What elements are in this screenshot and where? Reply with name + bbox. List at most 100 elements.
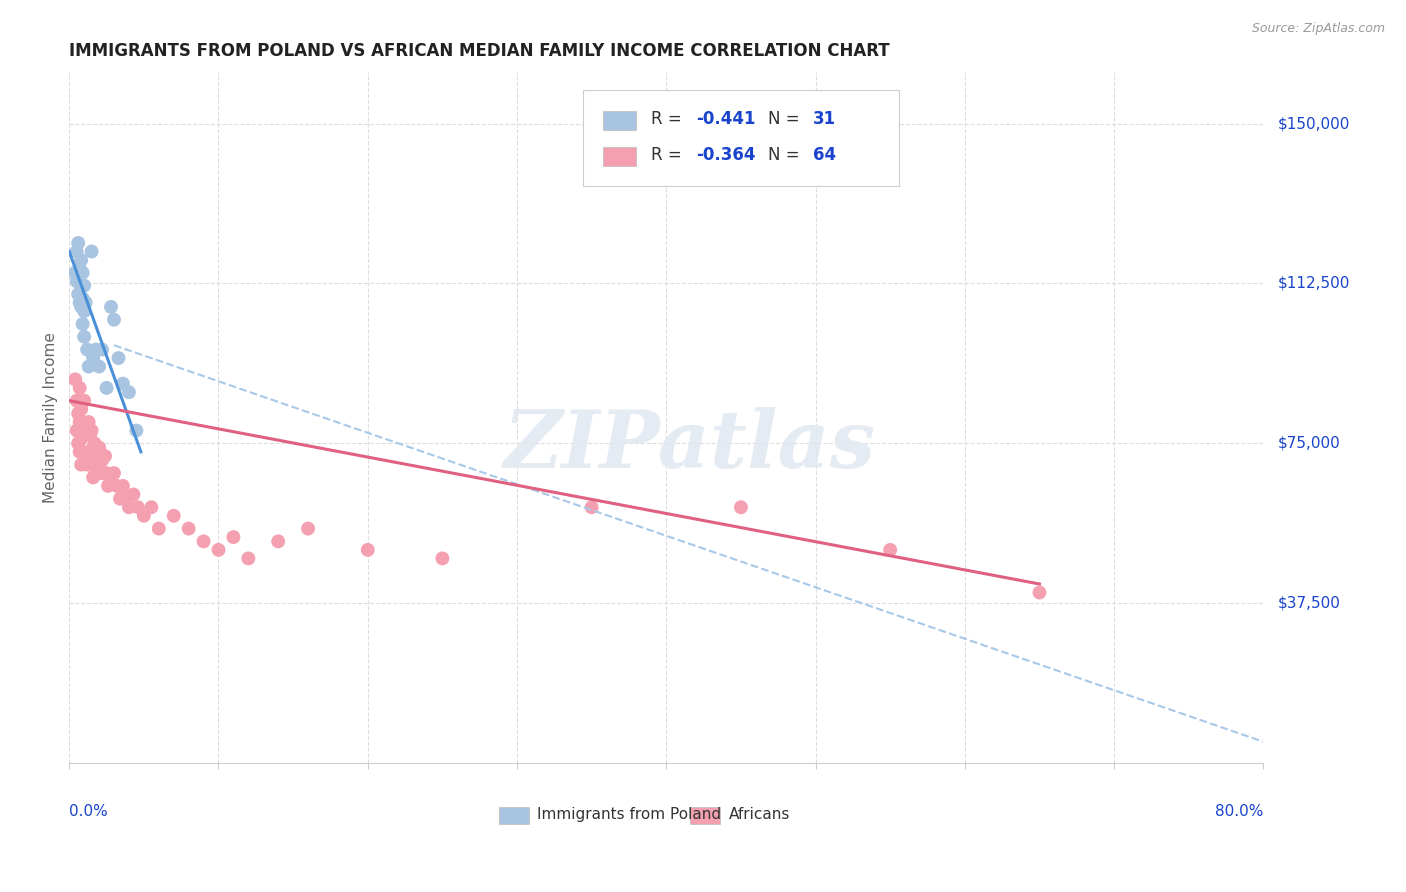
Point — [73, 427, 96, 442]
Point — [70, 402, 93, 417]
Text: Africans: Africans — [728, 807, 790, 822]
Point — [67, 436, 90, 450]
Point — [69, 381, 91, 395]
Point — [267, 534, 290, 549]
Point — [73, 393, 96, 408]
Text: 0.0%: 0.0% — [69, 805, 108, 820]
Point — [69, 415, 91, 429]
Point — [67, 235, 90, 250]
Text: 80.0%: 80.0% — [1215, 805, 1264, 820]
Text: -0.364: -0.364 — [696, 146, 755, 164]
Point — [66, 393, 89, 408]
Point — [111, 376, 134, 391]
Point — [73, 330, 96, 344]
Point — [177, 522, 200, 536]
Point — [82, 441, 104, 455]
Point — [75, 449, 97, 463]
Point — [70, 252, 93, 267]
Point — [91, 343, 114, 357]
Point — [108, 491, 131, 506]
Point — [72, 445, 94, 459]
Point — [83, 436, 105, 450]
Point — [96, 381, 118, 395]
Point — [73, 278, 96, 293]
Point — [82, 351, 104, 365]
Text: $37,500: $37,500 — [1278, 596, 1340, 611]
Point — [86, 449, 108, 463]
Point — [148, 522, 170, 536]
Point — [69, 261, 91, 276]
Point — [72, 415, 94, 429]
Text: R =: R = — [651, 146, 686, 164]
Point — [125, 424, 148, 438]
Text: 64: 64 — [813, 146, 837, 164]
Point — [82, 470, 104, 484]
Point — [70, 300, 93, 314]
Text: 31: 31 — [813, 111, 837, 128]
Point — [80, 449, 103, 463]
Point — [87, 441, 110, 455]
Point — [77, 445, 100, 459]
Point — [66, 244, 89, 259]
Point — [357, 542, 380, 557]
Text: $150,000: $150,000 — [1278, 116, 1350, 131]
FancyBboxPatch shape — [499, 806, 529, 824]
Point — [72, 266, 94, 280]
Point — [107, 351, 129, 365]
Point — [87, 359, 110, 374]
Text: N =: N = — [768, 111, 804, 128]
Text: -0.441: -0.441 — [696, 111, 755, 128]
Point — [141, 500, 163, 515]
Text: $75,000: $75,000 — [1278, 436, 1340, 450]
Point — [67, 407, 90, 421]
Text: IMMIGRANTS FROM POLAND VS AFRICAN MEDIAN FAMILY INCOME CORRELATION CHART: IMMIGRANTS FROM POLAND VS AFRICAN MEDIAN… — [69, 42, 890, 60]
Point — [115, 491, 138, 506]
Point — [79, 427, 101, 442]
Point — [70, 432, 93, 446]
Point — [98, 470, 121, 484]
Point — [79, 458, 101, 472]
Point — [103, 312, 125, 326]
Point — [66, 424, 89, 438]
Point — [1028, 585, 1050, 599]
Point — [84, 343, 107, 357]
Point — [70, 278, 93, 293]
Point — [103, 466, 125, 480]
Point — [127, 500, 149, 515]
Point — [297, 522, 319, 536]
Text: Immigrants from Poland: Immigrants from Poland — [537, 807, 721, 822]
Point — [730, 500, 752, 515]
Point — [132, 508, 155, 523]
Point — [193, 534, 215, 549]
Point — [163, 508, 186, 523]
Y-axis label: Median Family Income: Median Family Income — [44, 333, 58, 503]
Point — [432, 551, 454, 566]
FancyBboxPatch shape — [603, 112, 637, 130]
Point — [67, 287, 90, 301]
Point — [238, 551, 260, 566]
Point — [66, 274, 89, 288]
Point — [73, 304, 96, 318]
Point — [118, 500, 141, 515]
Point — [77, 359, 100, 374]
Point — [63, 266, 86, 280]
Text: $112,500: $112,500 — [1278, 276, 1350, 291]
Point — [76, 458, 98, 472]
Point — [105, 479, 128, 493]
FancyBboxPatch shape — [690, 806, 720, 824]
Point — [97, 479, 120, 493]
Text: ZIPatlas: ZIPatlas — [505, 407, 876, 484]
Text: N =: N = — [768, 146, 804, 164]
Point — [70, 458, 93, 472]
Point — [72, 317, 94, 331]
Point — [76, 424, 98, 438]
Point — [111, 479, 134, 493]
Point — [100, 475, 122, 489]
Point — [84, 458, 107, 472]
Point — [90, 466, 112, 480]
Point — [80, 244, 103, 259]
Point — [69, 445, 91, 459]
Point — [72, 291, 94, 305]
Point — [122, 487, 145, 501]
Point — [80, 424, 103, 438]
